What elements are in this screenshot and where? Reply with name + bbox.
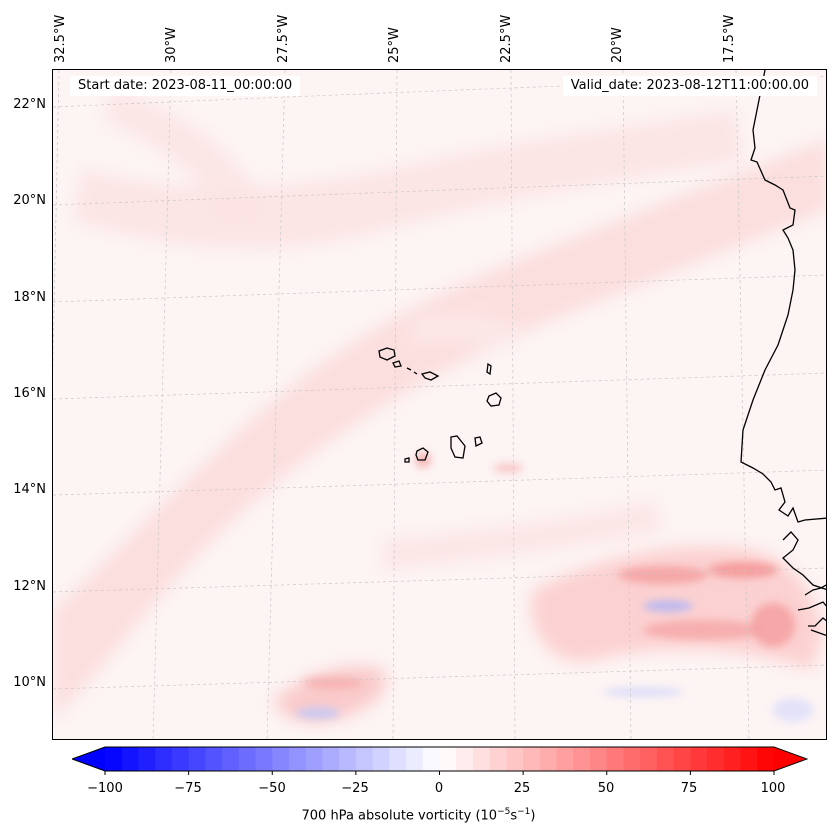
colorbar-extend-min xyxy=(72,747,105,771)
lat-label-22n: 22°N xyxy=(13,97,46,112)
colorbar-cell xyxy=(255,747,273,771)
colorbar-tick-label: −75 xyxy=(174,781,202,796)
colorbar-cell xyxy=(590,747,608,771)
map-frame[interactable] xyxy=(52,69,827,740)
lat-label-10n: 10°N xyxy=(13,675,46,690)
colorbar-cell xyxy=(573,747,591,771)
colorbar-cell xyxy=(422,747,440,771)
colorbar-cell xyxy=(489,747,507,771)
colorbar-cell xyxy=(439,747,457,771)
lon-label-30w: 30°W xyxy=(164,27,179,63)
colorbar-cell xyxy=(272,747,290,771)
colorbar-label-exponent: −1 xyxy=(517,807,531,817)
colorbar-cell xyxy=(288,747,307,771)
colorbar-cell xyxy=(523,747,541,771)
lon-label-22-5w: 22.5°W xyxy=(499,14,514,63)
lat-label-18n: 18°N xyxy=(13,290,46,305)
colorbar-cell xyxy=(456,747,474,771)
colorbar-ticks xyxy=(104,771,775,775)
colorbar-cell xyxy=(506,747,524,771)
colorbar-cell xyxy=(322,747,340,771)
colorbar-tick-label: −100 xyxy=(87,781,123,796)
colorbar-cell xyxy=(105,747,123,771)
map-canvas xyxy=(53,70,826,739)
colorbar-cell xyxy=(690,747,708,771)
colorbar-cell xyxy=(707,747,725,771)
lat-label-16n: 16°N xyxy=(13,386,46,401)
colorbar-cell xyxy=(155,747,173,771)
colorbar-tick-label: 75 xyxy=(680,781,698,796)
colorbar-cell xyxy=(472,747,491,771)
colorbar-extend-max xyxy=(774,747,807,771)
colorbar-label-unit: s xyxy=(510,808,518,824)
colorbar-cell xyxy=(205,747,223,771)
colorbar-cell xyxy=(723,747,742,771)
lat-label-14n: 14°N xyxy=(13,482,46,497)
colorbar-cell xyxy=(121,747,139,771)
colorbar-cell xyxy=(389,747,407,771)
colorbar-cell xyxy=(406,747,424,771)
colorbar xyxy=(72,746,808,775)
colorbar-cell xyxy=(623,747,641,771)
cape-verde-islands xyxy=(378,347,502,463)
colorbar-tick-label: 50 xyxy=(597,781,615,796)
colorbar-cell xyxy=(640,747,658,771)
colorbar-tick-label: −25 xyxy=(341,781,369,796)
colorbar-label-end: ) xyxy=(530,808,536,824)
colorbar-label: 700 hPa absolute vorticity (10−5s−1) xyxy=(0,807,837,823)
colorbar-label-text: 700 hPa absolute vorticity (10 xyxy=(301,808,498,824)
colorbar-cell xyxy=(556,747,574,771)
graticule xyxy=(53,70,826,739)
colorbar-cell xyxy=(740,747,758,771)
colorbar-cell xyxy=(222,747,240,771)
colorbar-cell xyxy=(539,747,558,771)
colorbar-cell xyxy=(757,747,775,771)
colorbar-cell xyxy=(188,747,206,771)
colorbar-cell xyxy=(372,747,390,771)
colorbar-cell xyxy=(138,747,156,771)
colorbar-cell xyxy=(238,747,257,771)
lon-label-32-5w: 32.5°W xyxy=(53,14,68,63)
colorbar-cell xyxy=(171,747,190,771)
colorbar-cell xyxy=(339,747,357,771)
colorbar-label-exponent: −5 xyxy=(497,807,511,817)
lat-label-12n: 12°N xyxy=(13,579,46,594)
start-date-label: Start date: 2023-08-11_00:00:00 xyxy=(70,76,301,96)
colorbar-tick-label: 25 xyxy=(513,781,531,796)
africa-coastline xyxy=(740,70,826,636)
colorbar-tick-label: 0 xyxy=(434,781,444,796)
colorbar-tick-label: 100 xyxy=(760,781,786,796)
valid-date-label: Valid_date: 2023-08-12T11:00:00.00 xyxy=(562,76,817,96)
colorbar-tick-label: −50 xyxy=(258,781,286,796)
colorbar-cell xyxy=(606,747,624,771)
lon-label-27-5w: 27.5°W xyxy=(276,14,291,63)
lon-label-17-5w: 17.5°W xyxy=(722,14,737,63)
colorbar-cell xyxy=(305,747,323,771)
lon-label-25w: 25°W xyxy=(387,27,402,63)
colorbar-cells xyxy=(72,747,807,771)
lon-label-20w: 20°W xyxy=(610,27,625,63)
colorbar-cell xyxy=(673,747,691,771)
colorbar-cell xyxy=(355,747,374,771)
lat-label-20n: 20°N xyxy=(13,193,46,208)
colorbar-cell xyxy=(656,747,675,771)
